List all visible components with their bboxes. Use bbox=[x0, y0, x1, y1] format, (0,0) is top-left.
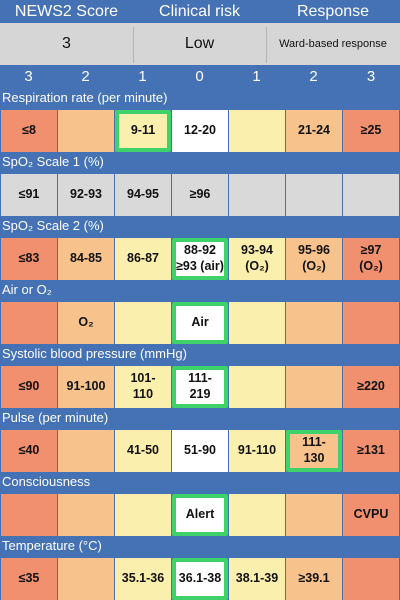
cell-temperature-2[interactable]: 35.1-36 bbox=[115, 558, 171, 600]
score-value: 3 bbox=[62, 35, 71, 52]
cell-air-or-o2-0[interactable] bbox=[1, 302, 57, 344]
cell-temperature-5[interactable]: ≥39.1 bbox=[286, 558, 342, 600]
cell-air-or-o2-6[interactable] bbox=[343, 302, 399, 344]
cell-consciousness-0[interactable] bbox=[1, 494, 57, 536]
cell-spo2-scale-2-2[interactable]: 86-87 bbox=[115, 238, 171, 280]
cell-pulse-3[interactable]: 51-90 bbox=[172, 430, 228, 472]
row-title-label: Air or O₂ bbox=[2, 282, 52, 297]
cell-consciousness-5[interactable] bbox=[286, 494, 342, 536]
row-title-label: SpO₂ Scale 2 (%) bbox=[2, 218, 104, 233]
cell-pulse-6[interactable]: ≥131 bbox=[343, 430, 399, 472]
cell-spo2-scale-1-3[interactable]: ≥96 bbox=[172, 174, 228, 216]
row-title-spo2-scale-2: SpO₂ Scale 2 (%) bbox=[0, 216, 400, 236]
scale-label: 3 bbox=[366, 68, 376, 85]
summary-divider bbox=[266, 27, 267, 63]
cell-consciousness-3[interactable]: Alert bbox=[172, 494, 228, 536]
cell-respiration-1[interactable] bbox=[58, 110, 114, 152]
cell-respiration-0[interactable]: ≤8 bbox=[1, 110, 57, 152]
cell-pulse-1[interactable] bbox=[58, 430, 114, 472]
cell-systolic-bp-1[interactable]: 91-100 bbox=[58, 366, 114, 408]
scale-label: 0 bbox=[195, 68, 204, 85]
cell-pulse-5[interactable]: 111- 130 bbox=[286, 430, 342, 472]
cell-consciousness-1[interactable] bbox=[58, 494, 114, 536]
scale-label: 2 bbox=[81, 68, 90, 85]
cell-spo2-scale-2-1[interactable]: 84-85 bbox=[58, 238, 114, 280]
cell-temperature-0[interactable]: ≤35 bbox=[1, 558, 57, 600]
cell-systolic-bp-3[interactable]: 111- 219 bbox=[172, 366, 228, 408]
cell-air-or-o2-3[interactable]: Air bbox=[172, 302, 228, 344]
row-title-systolic-bp: Systolic blood pressure (mmHg) bbox=[0, 344, 400, 364]
row-title-pulse: Pulse (per minute) bbox=[0, 408, 400, 428]
response-value: Ward-based response bbox=[279, 38, 387, 50]
cell-systolic-bp-5[interactable] bbox=[286, 366, 342, 408]
cell-systolic-bp-4[interactable] bbox=[229, 366, 285, 408]
cell-spo2-scale-1-5[interactable] bbox=[286, 174, 342, 216]
summary-divider bbox=[133, 27, 134, 63]
response-heading: Response bbox=[296, 3, 370, 20]
cell-systolic-bp-0[interactable]: ≤90 bbox=[1, 366, 57, 408]
row-title-air-or-o2: Air or O₂ bbox=[0, 280, 400, 300]
cell-temperature-3[interactable]: 36.1-38 bbox=[172, 558, 228, 600]
cell-respiration-4[interactable] bbox=[229, 110, 285, 152]
cell-systolic-bp-2[interactable]: 101- 110 bbox=[115, 366, 171, 408]
row-title-label: Temperature (°C) bbox=[2, 538, 102, 553]
scale-label: 1 bbox=[138, 68, 147, 85]
cell-respiration-3[interactable]: 12-20 bbox=[172, 110, 228, 152]
cell-consciousness-2[interactable] bbox=[115, 494, 171, 536]
cell-consciousness-4[interactable] bbox=[229, 494, 285, 536]
row-title-label: Pulse (per minute) bbox=[2, 410, 109, 425]
cell-air-or-o2-4[interactable] bbox=[229, 302, 285, 344]
cell-spo2-scale-1-6[interactable] bbox=[343, 174, 399, 216]
summary-bar: 3 Low Ward-based response bbox=[0, 23, 400, 65]
cell-air-or-o2-5[interactable] bbox=[286, 302, 342, 344]
row-title-respiration: Respiration rate (per minute) bbox=[0, 88, 400, 108]
cell-temperature-4[interactable]: 38.1-39 bbox=[229, 558, 285, 600]
cell-temperature-6[interactable] bbox=[343, 558, 399, 600]
cell-pulse-2[interactable]: 41-50 bbox=[115, 430, 171, 472]
cell-spo2-scale-1-1[interactable]: 92-93 bbox=[58, 174, 114, 216]
cell-consciousness-6[interactable]: CVPU bbox=[343, 494, 399, 536]
cell-spo2-scale-2-6[interactable]: ≥97 (O₂) bbox=[343, 238, 399, 280]
cell-temperature-1[interactable] bbox=[58, 558, 114, 600]
cell-pulse-4[interactable]: 91-110 bbox=[229, 430, 285, 472]
scale-label: 3 bbox=[24, 68, 33, 85]
row-title-label: Systolic blood pressure (mmHg) bbox=[2, 346, 187, 361]
cell-spo2-scale-2-0[interactable]: ≤83 bbox=[1, 238, 57, 280]
cell-respiration-5[interactable]: 21-24 bbox=[286, 110, 342, 152]
header-bar: NEWS2 Score Clinical risk Response bbox=[0, 0, 400, 23]
row-title-label: Consciousness bbox=[2, 474, 91, 489]
news2-score-heading: NEWS2 Score bbox=[14, 3, 119, 20]
cell-spo2-scale-1-0[interactable]: ≤91 bbox=[1, 174, 57, 216]
row-title-label: Respiration rate (per minute) bbox=[2, 90, 168, 105]
cell-air-or-o2-1[interactable]: O₂ bbox=[58, 302, 114, 344]
cell-spo2-scale-2-5[interactable]: 95-96 (O₂) bbox=[286, 238, 342, 280]
cell-air-or-o2-2[interactable] bbox=[115, 302, 171, 344]
row-title-consciousness: Consciousness bbox=[0, 472, 400, 492]
cell-systolic-bp-6[interactable]: ≥220 bbox=[343, 366, 399, 408]
cell-spo2-scale-1-4[interactable] bbox=[229, 174, 285, 216]
cell-respiration-6[interactable]: ≥25 bbox=[343, 110, 399, 152]
cell-spo2-scale-2-3[interactable]: 88-92 ≥93 (air) bbox=[172, 238, 228, 280]
cell-spo2-scale-2-4[interactable]: 93-94 (O₂) bbox=[229, 238, 285, 280]
row-title-label: SpO₂ Scale 1 (%) bbox=[2, 154, 104, 169]
cell-respiration-2[interactable]: 9-11 bbox=[115, 110, 171, 152]
row-title-temperature: Temperature (°C) bbox=[0, 536, 400, 556]
scale-label: 1 bbox=[252, 68, 261, 85]
cell-pulse-0[interactable]: ≤40 bbox=[1, 430, 57, 472]
scale-label: 2 bbox=[309, 68, 318, 85]
score-scale-row: 3 2 1 0 1 2 3 bbox=[0, 67, 400, 87]
risk-value: Low bbox=[184, 35, 215, 52]
row-title-spo2-scale-1: SpO₂ Scale 1 (%) bbox=[0, 152, 400, 172]
cell-spo2-scale-1-2[interactable]: 94-95 bbox=[115, 174, 171, 216]
clinical-risk-heading: Clinical risk bbox=[159, 3, 240, 20]
